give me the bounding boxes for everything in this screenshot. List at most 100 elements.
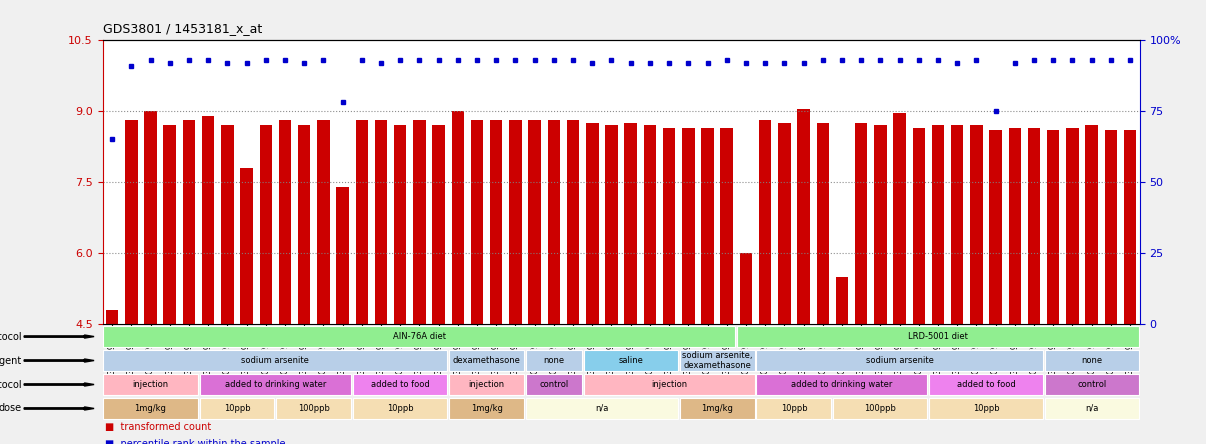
Bar xyxy=(663,127,675,444)
Bar xyxy=(106,310,118,444)
Text: added to food: added to food xyxy=(956,380,1015,389)
Text: GDS3801 / 1453181_x_at: GDS3801 / 1453181_x_at xyxy=(103,23,262,36)
Bar xyxy=(930,398,1043,419)
Bar xyxy=(470,120,484,444)
Bar xyxy=(433,125,445,444)
Text: 10ppb: 10ppb xyxy=(387,404,414,413)
Text: added to drinking water: added to drinking water xyxy=(791,380,892,389)
Bar xyxy=(720,127,733,444)
Bar xyxy=(317,120,329,444)
Bar xyxy=(756,374,927,395)
Text: none: none xyxy=(1081,356,1102,365)
Text: ■  percentile rank within the sample: ■ percentile rank within the sample xyxy=(105,439,286,444)
Text: agent: agent xyxy=(0,356,22,365)
Text: injection: injection xyxy=(133,380,169,389)
Text: added to food: added to food xyxy=(370,380,429,389)
Bar xyxy=(526,398,678,419)
Text: 1mg/kg: 1mg/kg xyxy=(470,404,503,413)
Bar xyxy=(1044,374,1138,395)
Bar xyxy=(1044,350,1138,371)
Bar xyxy=(548,120,560,444)
Bar xyxy=(449,350,525,371)
Bar xyxy=(199,398,275,419)
Bar xyxy=(526,350,581,371)
Text: LRD-5001 diet: LRD-5001 diet xyxy=(908,332,968,341)
Text: sodium arsenite,
dexamethasone: sodium arsenite, dexamethasone xyxy=(681,351,753,370)
Bar xyxy=(1044,398,1138,419)
Bar xyxy=(240,168,253,444)
Bar xyxy=(759,120,772,444)
Text: 100ppb: 100ppb xyxy=(865,404,896,413)
Text: dose: dose xyxy=(0,404,22,413)
Bar xyxy=(451,111,464,444)
Bar xyxy=(528,120,541,444)
Text: growth protocol: growth protocol xyxy=(0,332,22,341)
Bar xyxy=(1028,127,1041,444)
Bar xyxy=(1047,130,1060,444)
Bar xyxy=(353,398,447,419)
Bar xyxy=(855,123,867,444)
Bar xyxy=(894,113,906,444)
Text: control: control xyxy=(539,380,568,389)
Bar xyxy=(1124,130,1136,444)
Bar xyxy=(353,374,447,395)
Bar xyxy=(683,127,695,444)
Text: n/a: n/a xyxy=(1085,404,1099,413)
Text: control: control xyxy=(1077,380,1106,389)
Bar xyxy=(756,350,1043,371)
Bar xyxy=(104,374,198,395)
Bar xyxy=(104,350,447,371)
Bar xyxy=(298,125,310,444)
Text: 100ppb: 100ppb xyxy=(298,404,329,413)
Bar xyxy=(584,350,678,371)
Text: injection: injection xyxy=(651,380,687,389)
Text: 10ppb: 10ppb xyxy=(780,404,807,413)
Bar xyxy=(125,120,137,444)
Bar xyxy=(1066,127,1078,444)
Bar xyxy=(279,120,291,444)
Bar xyxy=(737,326,1138,347)
Bar xyxy=(739,253,753,444)
Bar xyxy=(756,398,831,419)
Bar xyxy=(797,109,809,444)
Bar xyxy=(680,350,755,371)
Bar xyxy=(199,374,351,395)
Bar xyxy=(836,277,848,444)
Bar xyxy=(276,398,351,419)
Bar xyxy=(778,123,791,444)
Text: ■  transformed count: ■ transformed count xyxy=(105,422,211,432)
Bar xyxy=(930,374,1043,395)
Text: sodium arsenite: sodium arsenite xyxy=(866,356,933,365)
Bar xyxy=(874,125,886,444)
Text: none: none xyxy=(544,356,564,365)
Bar xyxy=(336,187,349,444)
Bar xyxy=(833,398,927,419)
Bar xyxy=(449,374,525,395)
Bar xyxy=(989,130,1002,444)
Bar xyxy=(356,120,368,444)
Bar xyxy=(375,120,387,444)
Bar xyxy=(584,374,755,395)
Bar xyxy=(567,120,579,444)
Bar xyxy=(952,125,964,444)
Bar xyxy=(104,326,736,347)
Text: AIN-76A diet: AIN-76A diet xyxy=(393,332,446,341)
Bar xyxy=(104,398,198,419)
Bar xyxy=(221,125,234,444)
Text: protocol: protocol xyxy=(0,380,22,389)
Bar xyxy=(605,125,617,444)
Text: 10ppb: 10ppb xyxy=(223,404,251,413)
Bar xyxy=(816,123,829,444)
Bar xyxy=(394,125,406,444)
Bar xyxy=(164,125,176,444)
Bar xyxy=(414,120,426,444)
Text: sodium arsenite: sodium arsenite xyxy=(241,356,309,365)
Bar xyxy=(701,127,714,444)
Bar xyxy=(259,125,273,444)
Bar xyxy=(182,120,195,444)
Bar xyxy=(644,125,656,444)
Bar xyxy=(509,120,522,444)
Bar xyxy=(1085,125,1097,444)
Bar xyxy=(1008,127,1021,444)
Bar xyxy=(1105,130,1117,444)
